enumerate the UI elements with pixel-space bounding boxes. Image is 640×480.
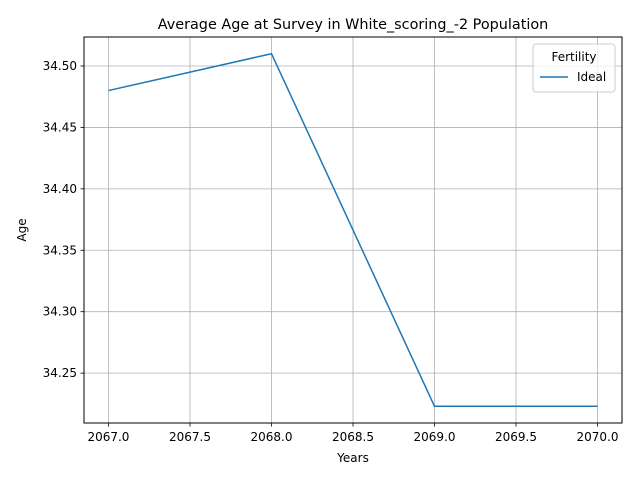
- y-tick-label: 34.50: [43, 59, 77, 73]
- y-tick-label: 34.45: [43, 120, 77, 134]
- x-tick-label: 2068.5: [332, 430, 374, 444]
- series-layer: [108, 52, 598, 408]
- legend: Fertility Ideal: [532, 43, 616, 93]
- y-tick-label: 34.30: [43, 305, 77, 319]
- grid: [84, 37, 622, 423]
- x-tick-label: 2069.0: [414, 430, 456, 444]
- x-tick-label: 2068.0: [250, 430, 292, 444]
- legend-label-ideal: Ideal: [577, 70, 606, 84]
- chart-title: Average Age at Survey in White_scoring_-…: [158, 17, 549, 33]
- legend-title: Fertility: [551, 50, 596, 64]
- y-tick-label: 34.35: [43, 243, 77, 257]
- y-tick-label: 34.25: [43, 366, 77, 380]
- series-line-ideal: [108, 52, 598, 408]
- x-tick-label: 2067.0: [87, 430, 129, 444]
- y-axis-label: Age: [15, 218, 29, 241]
- y-tick-label: 34.40: [43, 182, 77, 196]
- x-tick-label: 2067.5: [169, 430, 211, 444]
- x-axis-label: Years: [336, 451, 369, 465]
- ticks: 2067.0 2067.5 2068.0 2068.5 2069.0 2069.5 2070…: [43, 59, 619, 444]
- x-tick-label: 2070.0: [577, 430, 619, 444]
- legend-box: [532, 43, 616, 93]
- x-tick-label: 2069.5: [495, 430, 537, 444]
